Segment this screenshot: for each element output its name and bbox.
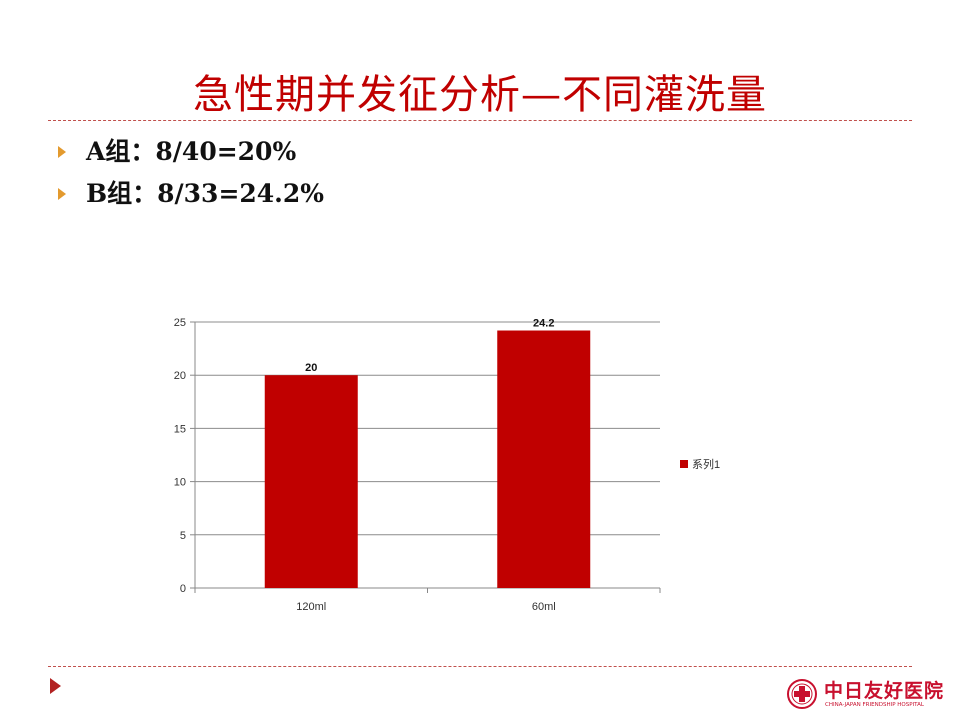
logo-name-zh: 中日友好医院 — [824, 680, 945, 702]
hospital-emblem-icon — [787, 679, 817, 709]
y-tick-label: 15 — [174, 423, 186, 435]
bar-120ml — [264, 375, 358, 588]
footer-divider — [48, 666, 912, 667]
legend-label: 系列1 — [692, 457, 720, 471]
y-tick-label: 0 — [180, 583, 186, 595]
x-tick-label: 120ml — [296, 601, 326, 613]
y-tick-label: 20 — [174, 370, 186, 382]
hospital-logo: 中日友好医院 CHINA-JAPAN FRIENDSHIP HOSPITAL — [786, 674, 943, 714]
y-tick-label: 25 — [174, 317, 186, 329]
y-tick-label: 10 — [174, 477, 186, 489]
bar-chart: 0 5 10 15 20 25 20 120ml 24.2 60ml 系列1 — [174, 317, 720, 613]
bullet-text-b: B组：8/33=24.2% — [86, 179, 325, 208]
bar-60ml — [497, 330, 591, 588]
legend-swatch — [680, 460, 688, 468]
logo-name-en: CHINA-JAPAN FRIENDSHIP HOSPITAL — [825, 702, 924, 708]
data-label: 20 — [305, 362, 317, 374]
y-tick-label: 5 — [180, 530, 186, 542]
next-slide-arrow-icon[interactable] — [50, 678, 61, 694]
x-tick-label: 60ml — [532, 601, 556, 613]
data-label: 24.2 — [533, 318, 554, 330]
bullet-triangle-icon — [58, 188, 66, 200]
title-divider — [48, 120, 912, 121]
bullet-text-a: A组：8/40=20% — [86, 137, 297, 166]
bullet-triangle-icon — [58, 146, 66, 158]
slide-title: 急性期并发征分析—不同灌洗量 — [193, 72, 767, 118]
